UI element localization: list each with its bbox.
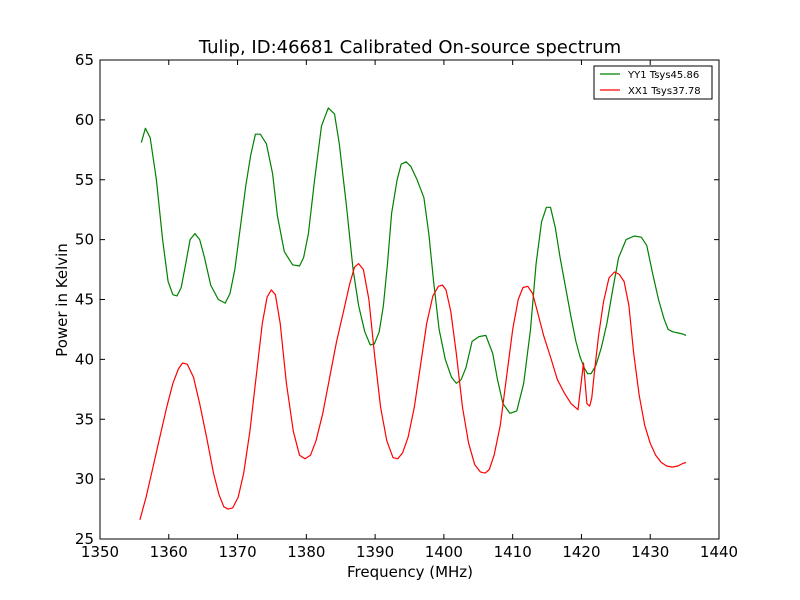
legend: YY1 Tsys45.86 XX1 Tsys37.78 — [593, 65, 713, 100]
x-tick-label: 1360 — [150, 543, 188, 561]
y-tick-label: 60 — [75, 111, 94, 129]
x-tick-label: 1380 — [287, 543, 325, 561]
y-tick-label: 55 — [75, 171, 94, 189]
y-tick-label: 65 — [75, 51, 94, 69]
x-tick-label: 1430 — [631, 543, 669, 561]
axis-ticks: 1350 1360 1370 1380 1390 1400 1410 1420 1430 1440… — [75, 51, 738, 561]
x-tick-label: 1350 — [81, 543, 119, 561]
x-tick-label: 1370 — [218, 543, 256, 561]
y-tick-label: 35 — [75, 410, 94, 428]
x-tick-label: 1410 — [494, 543, 532, 561]
y-tick-label: 45 — [75, 291, 94, 309]
series-line-1 — [139, 263, 687, 520]
legend-label-1: XX1 Tsys37.78 — [628, 86, 701, 97]
y-axis-label: Power in Kelvin — [53, 243, 71, 357]
y-tick-label: 30 — [75, 470, 94, 488]
x-tick-label: 1400 — [425, 543, 463, 561]
x-axis-label: Frequency (MHz) — [347, 563, 473, 581]
x-tick-label: 1440 — [700, 543, 738, 561]
series-line-0 — [140, 107, 687, 414]
y-tick-label: 25 — [75, 530, 94, 548]
plot-area — [139, 107, 687, 520]
chart-title: Tulip, ID:46681 Calibrated On-source spe… — [198, 37, 621, 58]
x-tick-label: 1390 — [356, 543, 394, 561]
x-tick-label: 1420 — [562, 543, 600, 561]
y-tick-label: 50 — [75, 231, 94, 249]
y-tick-label: 40 — [75, 350, 94, 368]
legend-box — [593, 65, 713, 100]
legend-label-0: YY1 Tsys45.86 — [627, 70, 699, 81]
